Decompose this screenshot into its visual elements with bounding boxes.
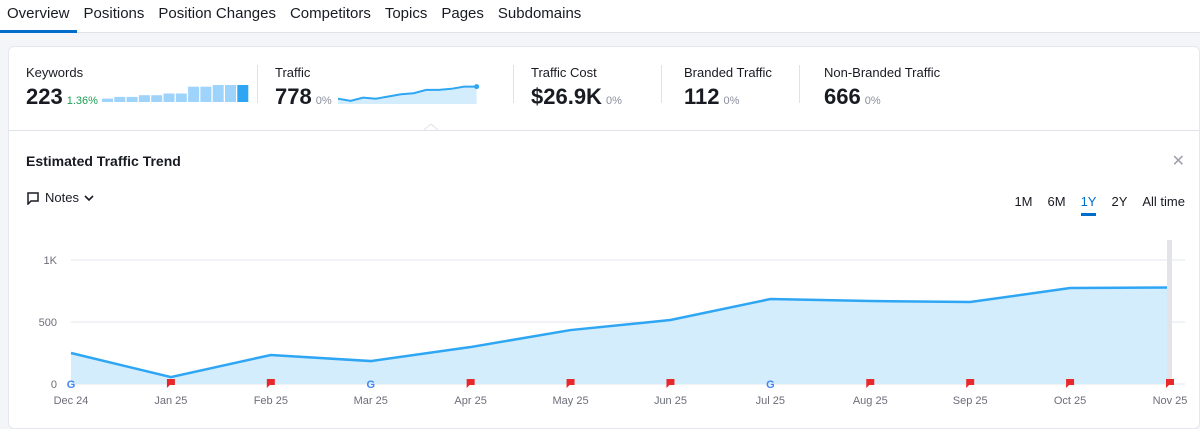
note-icon bbox=[27, 191, 39, 205]
range-1m[interactable]: 1M bbox=[1014, 194, 1033, 209]
notes-label: Notes bbox=[45, 190, 79, 205]
spark-bar bbox=[237, 85, 249, 102]
tab-topics[interactable]: Topics bbox=[384, 5, 428, 22]
spark-bar bbox=[200, 86, 212, 102]
svg-text:G: G bbox=[766, 379, 775, 391]
range-selector: 1M 6M 1Y 2Y All time bbox=[1014, 194, 1185, 216]
google-update-icon[interactable]: G bbox=[366, 379, 375, 391]
metric-change: 0% bbox=[315, 95, 332, 107]
x-tick-label: Jun 25 bbox=[654, 395, 687, 407]
traffic-sparkline bbox=[337, 84, 479, 104]
x-tick-label: Mar 25 bbox=[354, 395, 388, 407]
tab-positions[interactable]: Positions bbox=[83, 5, 145, 22]
spark-bar bbox=[224, 85, 236, 102]
selected-metric-caret bbox=[423, 123, 439, 131]
note-flag-icon[interactable] bbox=[1166, 379, 1174, 388]
tab-position-changes[interactable]: Position Changes bbox=[158, 5, 276, 22]
metric-label: Traffic bbox=[275, 65, 311, 80]
spark-bar bbox=[101, 98, 113, 102]
metric-value: 112 bbox=[684, 84, 720, 109]
metric-label: Branded Traffic bbox=[684, 65, 772, 80]
metric-change: 1.36% bbox=[66, 95, 98, 107]
tab-competitors[interactable]: Competitors bbox=[289, 5, 371, 22]
metric-value: $26.9K bbox=[531, 84, 602, 109]
close-icon[interactable]: ✕ bbox=[1171, 153, 1185, 170]
spark-bar bbox=[175, 93, 187, 102]
svg-text:G: G bbox=[67, 379, 76, 391]
metric-traffic-cost[interactable]: Traffic Cost $26.9K 0% bbox=[514, 47, 661, 130]
note-flag-icon[interactable] bbox=[966, 379, 975, 388]
range-2y[interactable]: 2Y bbox=[1111, 194, 1128, 209]
metric-change: 0% bbox=[864, 95, 881, 107]
metric-change: 0% bbox=[723, 95, 740, 107]
note-flag-icon[interactable] bbox=[1066, 379, 1075, 388]
spark-bar bbox=[151, 95, 163, 102]
note-flag-icon[interactable] bbox=[466, 379, 475, 388]
metric-change: 0% bbox=[605, 95, 622, 107]
metric-value: 778 bbox=[275, 84, 312, 109]
hover-marker bbox=[1167, 240, 1172, 385]
y-tick-label: 0 bbox=[51, 379, 57, 391]
panel-title: Estimated Traffic Trend bbox=[26, 153, 181, 169]
range-1y[interactable]: 1Y bbox=[1080, 194, 1097, 216]
x-tick-label: Sep 25 bbox=[953, 395, 988, 407]
note-flag-icon[interactable] bbox=[166, 379, 175, 388]
metric-keywords[interactable]: Keywords 223 1.36% bbox=[9, 47, 257, 130]
note-flag-icon[interactable] bbox=[866, 379, 875, 388]
spark-line bbox=[337, 85, 477, 102]
spark-bar bbox=[126, 96, 138, 102]
x-tick-label: Nov 25 bbox=[1153, 395, 1188, 407]
google-update-icon[interactable]: G bbox=[67, 379, 76, 391]
spark-bar bbox=[188, 86, 200, 102]
x-tick-label: Dec 24 bbox=[54, 395, 89, 407]
metric-value: 223 bbox=[26, 84, 63, 109]
metric-non-branded-traffic[interactable]: Non-Branded Traffic 666 0% bbox=[800, 47, 1000, 130]
tab-overview[interactable]: Overview bbox=[0, 0, 77, 33]
x-tick-label: Jan 25 bbox=[154, 395, 187, 407]
metric-traffic[interactable]: Traffic 778 0% bbox=[258, 47, 513, 130]
spark-bar bbox=[163, 93, 175, 102]
divider bbox=[799, 65, 800, 103]
tab-pages[interactable]: Pages bbox=[441, 5, 484, 22]
divider bbox=[661, 65, 662, 103]
range-6m[interactable]: 6M bbox=[1047, 194, 1066, 209]
note-flag-icon[interactable] bbox=[666, 379, 675, 388]
y-tick-label: 1K bbox=[44, 255, 58, 267]
metric-value: 666 bbox=[824, 84, 861, 109]
divider bbox=[513, 65, 514, 103]
range-all-time[interactable]: All time bbox=[1142, 194, 1185, 209]
traffic-line bbox=[70, 286, 1171, 379]
divider bbox=[257, 65, 258, 103]
note-flag-icon[interactable] bbox=[266, 379, 275, 388]
spark-bar bbox=[212, 85, 224, 102]
traffic-area bbox=[71, 287, 1170, 384]
spark-bar bbox=[114, 96, 126, 102]
x-tick-label: Feb 25 bbox=[254, 395, 288, 407]
keywords-sparkline bbox=[101, 85, 249, 102]
metric-label: Traffic Cost bbox=[531, 65, 597, 80]
metrics-bar: Keywords 223 1.36% Traffic 778 0% Traffic … bbox=[9, 47, 1199, 131]
y-tick-label: 500 bbox=[39, 317, 57, 329]
google-update-icon[interactable]: G bbox=[766, 379, 775, 391]
notes-dropdown[interactable]: Notes bbox=[26, 190, 94, 205]
x-tick-label: Apr 25 bbox=[454, 395, 486, 407]
x-tick-label: Jul 25 bbox=[756, 395, 785, 407]
metric-label: Keywords bbox=[26, 65, 84, 80]
tab-subdomains[interactable]: Subdomains bbox=[497, 5, 582, 22]
x-tick-label: May 25 bbox=[553, 395, 589, 407]
spark-dot bbox=[473, 84, 479, 90]
chevron-down-icon bbox=[84, 194, 94, 201]
metric-branded-traffic[interactable]: Branded Traffic 112 0% bbox=[662, 47, 799, 130]
svg-text:G: G bbox=[366, 379, 375, 391]
x-tick-label: Oct 25 bbox=[1054, 395, 1086, 407]
spark-area bbox=[337, 86, 477, 104]
metric-label: Non-Branded Traffic bbox=[824, 65, 941, 80]
report-tabs: Overview Positions Position Changes Competi… bbox=[0, 0, 1200, 33]
spark-bar bbox=[138, 95, 150, 102]
x-tick-label: Aug 25 bbox=[853, 395, 888, 407]
note-flag-icon[interactable] bbox=[566, 379, 575, 388]
